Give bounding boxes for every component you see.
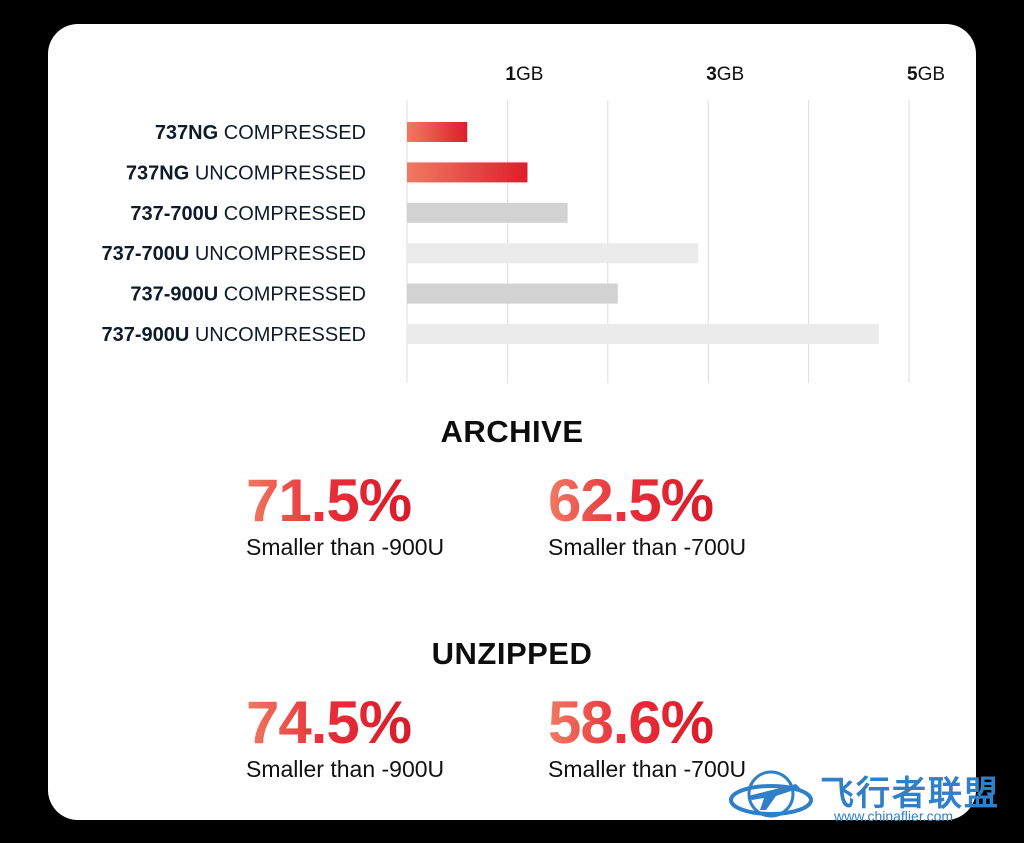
unzipped-stat-700u: 58.6% Smaller than -700U [548, 692, 746, 783]
stat-value: 74.5% [246, 689, 412, 756]
archive-stat-900u: 71.5% Smaller than -900U [246, 470, 444, 561]
category-label: 737-700U UNCOMPRESSED [101, 243, 366, 265]
content-card [48, 24, 976, 820]
watermark-title: 飞行者联盟 [820, 775, 1000, 813]
category-label: 737-900U COMPRESSED [130, 284, 366, 306]
x-tick-label: 5GB [907, 64, 945, 85]
x-tick-label: 3GB [706, 64, 744, 85]
stat-caption: Smaller than -700U [548, 534, 747, 560]
stat-value: 62.5% [548, 467, 714, 534]
bar [407, 122, 468, 142]
unzipped-stat-900u: 74.5% Smaller than -900U [246, 692, 444, 783]
stat-caption: Smaller than -900U [246, 756, 445, 782]
archive-title: ARCHIVE [440, 414, 584, 449]
bar [407, 202, 568, 223]
bar [407, 162, 528, 183]
bar-chart: 1GB 3GB 5GB 737NG COMPRESSED 737NG UNCOMPRE… [101, 64, 945, 383]
category-label: 737NG UNCOMPRESSED [126, 162, 366, 184]
watermark-url: www.chinaflier.com [834, 808, 954, 824]
x-tick-label: 1GB [505, 64, 543, 85]
stat-caption: Smaller than -700U [548, 756, 747, 782]
watermark: 飞行者联盟 www.chinaflier.com [722, 758, 1022, 838]
plane-globe-logo-icon [729, 770, 813, 818]
stat-value: 71.5% [246, 467, 412, 534]
unzipped-title: UNZIPPED [431, 636, 593, 671]
category-label: 737-700U COMPRESSED [130, 203, 366, 225]
stat-value: 58.6% [548, 689, 714, 756]
category-label: 737NG COMPRESSED [155, 122, 366, 144]
archive-stat-700u: 62.5% Smaller than -700U [548, 470, 746, 561]
stat-caption: Smaller than -900U [246, 534, 445, 560]
bar [407, 324, 879, 344]
bar [407, 243, 699, 264]
category-label: 737-900U UNCOMPRESSED [101, 324, 366, 346]
bar [407, 283, 618, 304]
